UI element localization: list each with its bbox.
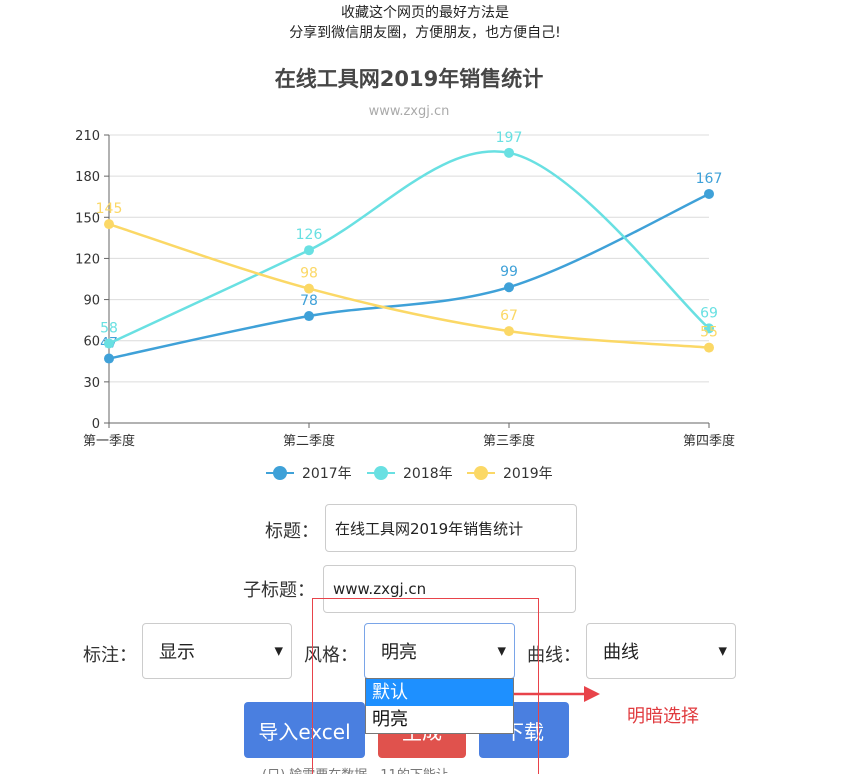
- data-label: 145: [96, 201, 123, 217]
- data-point: [104, 338, 114, 349]
- data-label: 98: [300, 266, 318, 282]
- annotation-select-value: 显示: [159, 642, 195, 663]
- style-select[interactable]: 明亮 ▼: [364, 623, 515, 679]
- series-line: [108, 222, 710, 349]
- y-tick-label: 60: [83, 335, 100, 350]
- data-point: [704, 188, 714, 199]
- data-point: [504, 326, 514, 337]
- legend-marker: [374, 466, 388, 480]
- annotation-select[interactable]: 显示 ▼: [142, 623, 292, 679]
- data-label: 197: [496, 130, 523, 146]
- series-line: [108, 192, 710, 360]
- title-label: 标题：: [265, 521, 319, 542]
- x-tick-label: 第二季度: [283, 433, 335, 449]
- bottom-hint-text: (只) 输需要在数据，11的下能让: [262, 764, 449, 774]
- data-label: 78: [300, 293, 318, 309]
- data-label: 167: [696, 171, 723, 187]
- curve-select-value: 曲线: [603, 642, 639, 663]
- legend-label: 2019年: [503, 466, 553, 482]
- data-label: 99: [500, 264, 518, 280]
- data-label: 126: [296, 227, 323, 243]
- title-input[interactable]: 在线工具网2019年销售统计: [325, 504, 577, 552]
- x-tick-label: 第三季度: [483, 433, 535, 449]
- annotation-label: 标注：: [83, 645, 137, 666]
- data-point: [104, 353, 114, 364]
- y-tick-label: 0: [92, 417, 100, 432]
- legend-marker: [474, 466, 488, 480]
- notice-line-2: 分享到微信朋友圈，方便朋友，也方便自己!: [289, 25, 561, 41]
- chart-title: 在线工具网2019年销售统计: [275, 67, 543, 91]
- y-tick-label: 150: [75, 211, 100, 226]
- annotation-note: 明暗选择: [627, 706, 699, 727]
- chevron-down-icon: ▼: [718, 644, 727, 658]
- data-point: [704, 323, 714, 334]
- data-point: [504, 147, 514, 158]
- y-tick-label: 180: [75, 170, 100, 185]
- y-tick-label: 30: [83, 376, 100, 391]
- style-option-default[interactable]: 默认: [366, 679, 513, 706]
- series-line: [108, 150, 710, 345]
- annotation-arrow-icon: [514, 686, 600, 702]
- curve-select[interactable]: 曲线 ▼: [586, 623, 736, 679]
- legend-label: 2017年: [302, 466, 352, 482]
- data-point: [504, 282, 514, 293]
- data-point: [304, 311, 314, 322]
- data-label: 69: [700, 305, 718, 321]
- chevron-down-icon: ▼: [274, 644, 283, 658]
- data-label: 67: [500, 308, 518, 324]
- subtitle-input[interactable]: www.zxgj.cn: [323, 565, 576, 613]
- y-tick-label: 90: [83, 294, 100, 309]
- style-label: 风格：: [304, 645, 358, 666]
- legend-marker: [273, 466, 287, 480]
- chevron-down-icon: ▼: [497, 644, 506, 658]
- notice-line-1: 收藏这个网页的最好方法是: [341, 5, 509, 21]
- y-tick-label: 120: [75, 252, 100, 267]
- style-select-value: 明亮: [381, 642, 417, 663]
- data-point: [104, 219, 114, 230]
- x-tick-label: 第四季度: [683, 433, 735, 449]
- legend-label: 2018年: [403, 466, 453, 482]
- data-label: 55: [700, 325, 718, 341]
- style-option-bright[interactable]: 明亮: [372, 709, 408, 730]
- data-point: [304, 283, 314, 294]
- style-dropdown-list: 默认 明亮: [365, 678, 514, 734]
- data-label: 58: [100, 320, 118, 336]
- x-tick-label: 第一季度: [83, 433, 135, 449]
- y-tick-label: 210: [75, 129, 100, 144]
- subtitle-label: 子标题：: [243, 580, 315, 601]
- data-point: [704, 342, 714, 353]
- curve-label: 曲线：: [527, 645, 581, 666]
- chart-subtitle: www.zxgj.cn: [369, 104, 450, 119]
- sales-line-chart: 在线工具网2019年销售统计 www.zxgj.cn 0 30 60 90 120 150 18…: [75, 67, 735, 482]
- import-excel-button[interactable]: 导入excel: [244, 702, 365, 758]
- data-point: [304, 245, 314, 256]
